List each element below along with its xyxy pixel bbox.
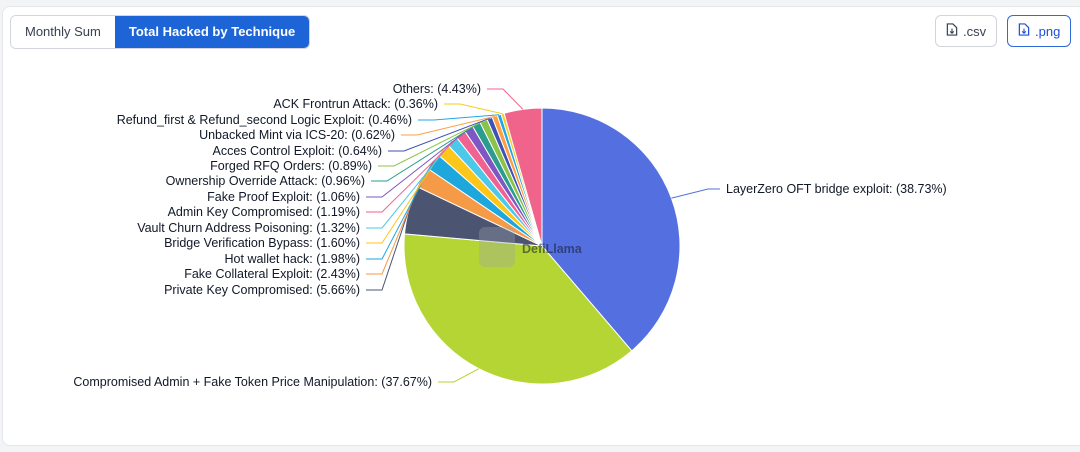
leader-line <box>366 177 423 275</box>
slice-label: Private Key Compromised: (5.66%) <box>164 283 360 297</box>
leader-line <box>366 149 444 244</box>
download-png-button[interactable]: .png <box>1007 15 1072 47</box>
file-download-icon <box>946 23 958 39</box>
pie-slice[interactable] <box>403 233 633 385</box>
slice-label: Fake Collateral Exploit: (2.43%) <box>184 267 360 281</box>
leader-line <box>371 124 477 182</box>
slice-label: LayerZero OFT bridge exploit: (38.73%) <box>726 182 947 196</box>
view-toggle: Monthly Sum Total Hacked by Technique <box>10 15 311 49</box>
leader-line <box>401 115 495 136</box>
leader-line <box>378 120 484 167</box>
leader-line <box>444 103 503 115</box>
pie-slice[interactable] <box>541 107 681 352</box>
leader-line <box>487 88 524 110</box>
leader-line <box>366 128 470 198</box>
image-download-icon <box>1018 23 1030 39</box>
leader-line <box>366 140 453 229</box>
download-csv-button[interactable]: .csv <box>935 15 998 47</box>
slice-label: Vault Churn Address Poisoning: (1.32%) <box>137 221 360 235</box>
csv-label: .csv <box>963 23 987 39</box>
svg-text:DefiLlama: DefiLlama <box>522 242 583 256</box>
slice-label: Acces Control Exploit: (0.64%) <box>212 144 382 158</box>
slice-label: Ownership Override Attack: (0.96%) <box>166 174 365 188</box>
slice-label: Bridge Verification Bypass: (1.60%) <box>164 236 360 250</box>
slice-label: Forged RFQ Orders: (0.89%) <box>210 159 372 173</box>
leader-line <box>418 114 500 121</box>
leader-line <box>366 161 434 260</box>
leader-line <box>671 188 720 199</box>
leader-line <box>366 209 410 291</box>
leader-line <box>366 134 462 213</box>
slice-label: Fake Proof Exploit: (1.06%) <box>207 190 360 204</box>
slice-label: Others: (4.43%) <box>393 82 481 96</box>
slice-label: Admin Key Compromised: (1.19%) <box>168 205 360 219</box>
slice-label: ACK Frontrun Attack: (0.36%) <box>273 97 438 111</box>
slice-label: Hot wallet hack: (1.98%) <box>225 252 360 266</box>
slice-label: Compromised Admin + Fake Token Price Man… <box>73 375 432 389</box>
leader-line <box>388 117 490 152</box>
defillama-watermark: DefiLlama <box>479 227 583 267</box>
tab-monthly-sum[interactable]: Monthly Sum <box>11 16 115 48</box>
tab-total-hacked-by-technique[interactable]: Total Hacked by Technique <box>114 16 310 48</box>
png-label: .png <box>1035 23 1061 39</box>
leader-line <box>438 368 480 383</box>
slice-label: Unbacked Mint via ICS-20: (0.62%) <box>199 128 395 142</box>
slice-label: Refund_first & Refund_second Logic Explo… <box>117 113 412 127</box>
